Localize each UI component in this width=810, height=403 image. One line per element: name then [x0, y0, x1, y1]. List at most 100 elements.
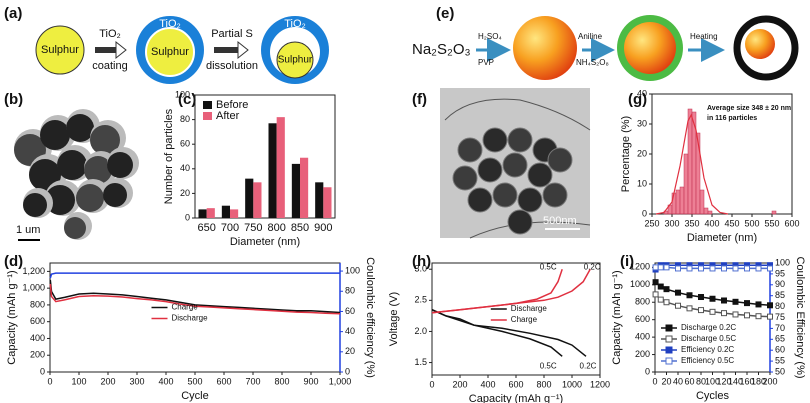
y2-tick-label: 75	[775, 312, 785, 322]
bar	[315, 182, 324, 218]
point	[744, 300, 750, 307]
sulphur	[276, 41, 314, 79]
y-tick-label: 10	[637, 178, 647, 188]
hist-bar	[699, 189, 705, 215]
point	[755, 301, 762, 308]
legend-label: Charge	[511, 315, 538, 324]
step-label: TiO₂	[99, 28, 121, 40]
y2-tick-label: 60	[345, 306, 355, 316]
point	[698, 294, 704, 301]
plot-frame	[194, 94, 336, 219]
y-axis-label: Capacity (mAh g⁻¹)	[6, 270, 18, 364]
point	[675, 265, 681, 272]
y-tick-label: 600	[635, 314, 650, 324]
rate-label: 0.5C	[540, 262, 557, 271]
x-axis-label: Diameter (nm)	[687, 232, 757, 244]
particle	[517, 187, 543, 213]
y2-tick-label: 65	[775, 334, 785, 344]
particle	[507, 127, 533, 153]
step-label: Heating	[690, 32, 718, 41]
x-tick-label: 180	[751, 376, 766, 386]
chart: (d) 0 200 400 600 800 1,000 1,200 0 20 40 60 80 100 Co…	[4, 253, 376, 402]
point	[767, 265, 773, 272]
point	[709, 308, 716, 315]
legend-label: Discharge	[172, 314, 209, 323]
legend-swatch	[203, 101, 212, 109]
sphere	[745, 29, 775, 59]
y-axis-label: Number of particles	[163, 108, 175, 204]
film-edge	[444, 98, 591, 131]
bar	[323, 187, 332, 218]
particle	[452, 165, 478, 191]
x-tick-label: 800	[274, 376, 289, 386]
step-label: Aniline	[578, 32, 603, 41]
point	[663, 299, 670, 306]
arrow	[237, 40, 249, 60]
panel-label: (d)	[4, 253, 23, 270]
particle	[45, 185, 75, 215]
core-label: Sulphur	[151, 46, 189, 58]
panel-label: (h)	[412, 253, 431, 270]
x-tick-label: 250	[644, 218, 659, 228]
bar	[221, 205, 230, 218]
x-tick-label: 400	[704, 218, 719, 228]
step-label: Partial S	[211, 28, 253, 40]
y-tick-label: 1000	[630, 279, 650, 289]
point	[663, 264, 670, 271]
y-tick-label: 800	[30, 299, 45, 309]
tem-image-b: (b) 1 um	[4, 91, 139, 241]
sphere	[513, 16, 577, 80]
chart: (g) 0 10 20 30 40 Percentage (%) Diameter (nm) 2…	[620, 88, 800, 244]
x-tick-label: 20	[661, 376, 671, 386]
y2-tick-label: 70	[775, 323, 785, 333]
point	[675, 289, 681, 296]
y-tick-label: 200	[635, 349, 650, 359]
step-label: dissolution	[206, 60, 258, 72]
bar	[276, 117, 285, 218]
step-label: H₂SO₄	[478, 32, 502, 41]
x-tick-label: 550	[764, 218, 779, 228]
legend-label: Efficiency 0.2C	[681, 345, 734, 354]
particle	[107, 152, 133, 178]
shell-label: TiO₂	[159, 18, 181, 30]
y-tick-label: 200	[30, 350, 45, 360]
point	[721, 310, 727, 317]
particle	[502, 152, 528, 178]
point	[755, 265, 762, 272]
x-axis-label: Cycles	[696, 390, 730, 402]
legend-label: After	[216, 110, 240, 122]
hist-bar	[695, 132, 701, 215]
x-tick-label: 450	[724, 218, 739, 228]
x-tick-label: 600	[508, 379, 523, 389]
y-tick-label: 1200	[630, 262, 650, 272]
point	[721, 265, 727, 272]
particle	[467, 187, 493, 213]
legend-label: Discharge	[511, 304, 548, 313]
x-tick-label: 40	[673, 376, 683, 386]
x-tick-label: 700	[221, 222, 239, 234]
bar	[230, 209, 239, 218]
y-tick-label: 30	[637, 118, 647, 128]
series-line	[49, 279, 341, 314]
diagram-a: (a) Sulphur TiO₂ coating TiO₂ Sulphur Pa…	[4, 5, 329, 84]
point	[652, 291, 659, 298]
y2-tick-label: 90	[775, 279, 785, 289]
x-tick-label: 850	[291, 222, 309, 234]
x-tick-label: 300	[129, 376, 144, 386]
bar	[291, 163, 300, 218]
particle	[40, 120, 70, 150]
bar	[300, 157, 309, 218]
particle	[542, 182, 568, 208]
hist-bar	[771, 210, 777, 215]
chart: (h) 1.5 2.0 2.5 3.0 Voltage (V) Capacity (mAh …	[388, 253, 610, 403]
point	[709, 295, 716, 302]
y-tick-label: 40	[637, 88, 647, 98]
x-tick-label: 600	[216, 376, 231, 386]
x-tick-label: 60	[684, 376, 694, 386]
series-line	[431, 309, 563, 357]
legend-marker	[665, 324, 673, 332]
annotation: in 116 particles	[707, 115, 757, 122]
y-tick-label: 400	[30, 333, 45, 343]
core-label: Sulphur	[278, 55, 313, 66]
